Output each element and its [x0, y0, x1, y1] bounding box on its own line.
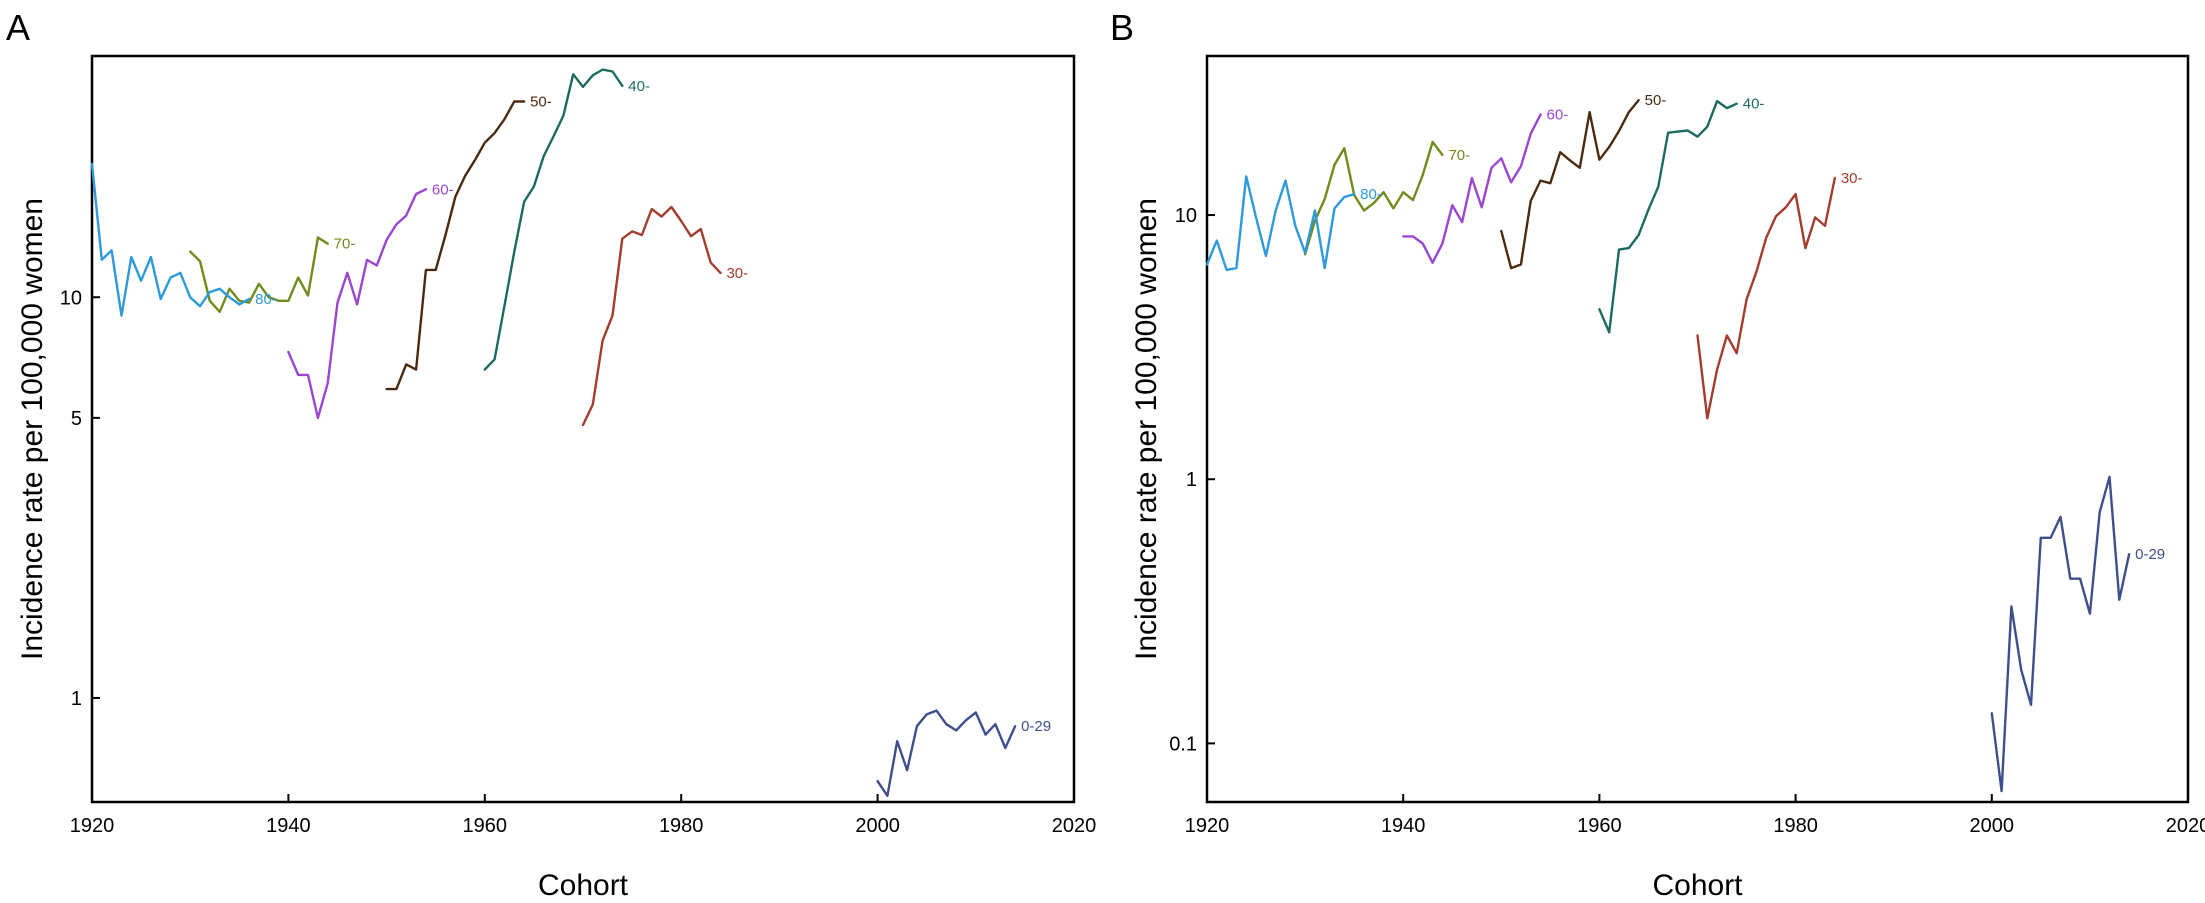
panel-a-series-30--label: 30-: [726, 265, 748, 282]
panel-b-series-40--label: 40-: [1743, 96, 1765, 113]
panel-a-series-60--label: 60-: [432, 181, 454, 198]
panel-a-x-axis-title: Cohort: [538, 869, 629, 902]
panel-b-series-40--line: [1598, 99, 1738, 334]
panel-b-letter: B: [1110, 7, 1134, 48]
panel-b-x-tick-label-1940: 1940: [1381, 815, 1426, 837]
panel-a-y-tick-label-1: 1: [71, 688, 82, 710]
panel-b-x-tick-label-1980: 1980: [1773, 815, 1818, 837]
panel-b-x-tick-label-1920: 1920: [1185, 815, 1230, 837]
panel-a: A 1920 1940 1960 1980 2000 2020 1 5 10 Cohort Incid…: [6, 7, 1096, 902]
panel-a-plot-frame: [90, 54, 1076, 804]
panel-b-series-50--line: [1500, 98, 1640, 270]
panel-b-y-axis-title: Incidence rate per 100,000 women: [1130, 198, 1163, 660]
panel-a-series-0-29-line: [876, 709, 1017, 797]
panel-b-series-60--label: 60-: [1547, 107, 1569, 124]
panel-a-x-tick-label-1980: 1980: [659, 815, 704, 837]
panel-a-series-50--label: 50-: [530, 93, 552, 110]
panel-b-x-tick-label-2000: 2000: [1970, 815, 2015, 837]
panel-b-plot-frame: [1205, 54, 2190, 804]
panel-a-series-40--line: [483, 68, 624, 371]
panel-a-series-70--line: [188, 236, 329, 313]
panel-a-series-30--line: [581, 205, 722, 427]
panel-b-series-0-29-label: 0-29: [2135, 546, 2165, 563]
panel-a-letter: A: [6, 7, 30, 48]
panel-b-series-50--label: 50-: [1645, 92, 1667, 109]
panel-a-y-axis-title: Incidence rate per 100,000 women: [16, 198, 49, 660]
panel-b-y-tick-label-0.1: 0.1: [1169, 733, 1197, 755]
panel-b-series-30--line: [1696, 176, 1837, 420]
panel-b-series-80--line: [1205, 175, 1356, 272]
panel-a-series-80--label: 80-: [255, 291, 277, 308]
panel-a-x-tick-label-1920: 1920: [70, 815, 115, 837]
panel-b-series-70--label: 70-: [1448, 147, 1470, 164]
panel-b-x-tick-label-2020: 2020: [2166, 815, 2205, 837]
panel-b-series-60--line: [1401, 113, 1542, 264]
panel-b-series-0-29-line: [1990, 475, 2131, 793]
panel-a-x-tick-label-1940: 1940: [266, 815, 311, 837]
panel-a-x-tick-label-2020: 2020: [1052, 815, 1097, 837]
panel-a-series-60--line: [287, 188, 428, 420]
panel-b-series-70--line: [1303, 140, 1444, 256]
panel-a-series-80--line: [90, 162, 251, 317]
panel-a-y-tick-label-5: 5: [71, 408, 82, 430]
panel-b-x-tick-label-1960: 1960: [1577, 815, 1622, 837]
panel-a-y-tick-label-10: 10: [60, 287, 82, 309]
panel-a-x-tick-label-2000: 2000: [855, 815, 900, 837]
panel-a-series-70--label: 70-: [334, 236, 356, 253]
panel-a-series-40--label: 40-: [628, 78, 650, 95]
panel-a-x-tick-label-1960: 1960: [463, 815, 508, 837]
panel-a-series-50--line: [385, 100, 526, 391]
panel-b: B 1920 1940 1960 1980 2000 2020 0.1 1 10 Cohort Inc…: [1110, 7, 2205, 902]
panel-b-series-30--label: 30-: [1841, 170, 1863, 187]
panel-b-series-80--label: 80-: [1360, 186, 1382, 203]
panel-b-y-tick-label-10: 10: [1175, 205, 1197, 227]
panel-a-series-0-29-label: 0-29: [1021, 718, 1051, 735]
panel-b-y-tick-label-1: 1: [1186, 469, 1197, 491]
panel-b-x-axis-title: Cohort: [1652, 869, 1743, 902]
